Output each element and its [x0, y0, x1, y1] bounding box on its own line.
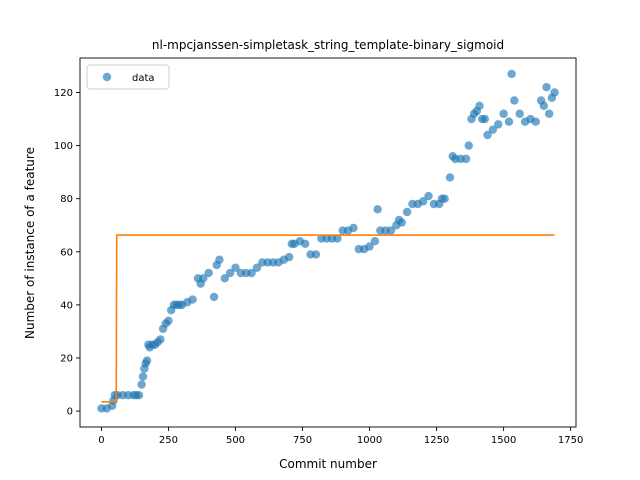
y-tick-label: 0 — [67, 407, 73, 418]
data-point — [499, 109, 508, 118]
y-tick-label: 40 — [60, 300, 73, 311]
y-tick-label: 120 — [54, 88, 73, 99]
data-point — [134, 390, 144, 400]
data-point — [333, 234, 342, 243]
x-tick-label: 500 — [226, 435, 245, 446]
data-point — [542, 83, 551, 92]
data-point — [510, 96, 519, 105]
data-point — [209, 292, 219, 302]
data-point — [483, 130, 492, 140]
x-axis-label: Commit number — [279, 457, 377, 471]
data-point — [220, 274, 229, 283]
x-tick-label: 1500 — [491, 435, 516, 446]
x-tick-label: 1000 — [357, 435, 382, 446]
data-point — [247, 268, 256, 278]
x-tick-label: 1250 — [424, 435, 449, 446]
data-point — [311, 250, 321, 259]
data-point — [365, 242, 374, 251]
y-tick-label: 100 — [54, 141, 73, 152]
data-point — [252, 263, 262, 272]
data-point — [494, 120, 503, 129]
data-point — [550, 88, 559, 97]
data-point — [138, 372, 148, 381]
legend: data — [86, 64, 170, 90]
y-tick-label: 60 — [60, 247, 73, 258]
data-point — [137, 380, 146, 389]
data-point — [544, 109, 554, 118]
data-point — [301, 239, 310, 249]
data-point — [440, 194, 449, 203]
data-point — [164, 316, 173, 326]
data-point — [475, 101, 484, 110]
data-point — [507, 69, 516, 79]
legend-label: data — [132, 73, 155, 84]
x-tick-label: 250 — [159, 435, 178, 446]
data-point — [284, 252, 294, 262]
data-point — [461, 154, 471, 164]
legend-marker — [102, 72, 112, 82]
y-tick-label: 20 — [60, 353, 73, 364]
data-point — [215, 255, 224, 264]
data-point — [188, 295, 197, 304]
data-point — [142, 356, 152, 365]
data-point — [424, 191, 433, 201]
x-tick-label: 1750 — [558, 435, 583, 446]
data-point — [373, 205, 382, 214]
data-point — [156, 335, 165, 344]
fit-line — [101, 234, 555, 403]
legend-box — [86, 64, 170, 90]
data-point — [531, 117, 540, 126]
data-point — [397, 218, 406, 227]
data-point — [515, 109, 524, 118]
y-axis-label: Number of instance of a feature — [23, 147, 37, 339]
data-point — [539, 101, 549, 110]
data-point — [464, 141, 473, 150]
data-point — [402, 207, 412, 217]
plot-frame — [79, 57, 577, 428]
plot-area: 0 250 500 750 1000 1250 1500 1750 0 20 40 60 80 100 12… — [54, 57, 583, 446]
data-point — [199, 274, 208, 283]
data-point — [418, 197, 428, 206]
data-point — [445, 173, 455, 182]
data-point — [488, 125, 498, 134]
data-point — [480, 114, 490, 124]
x-tick-label: 750 — [293, 435, 312, 446]
x-tick-label: 0 — [98, 435, 104, 446]
data-point — [231, 263, 240, 272]
data-point — [386, 226, 396, 235]
chart-title: nl-mpcjanssen-simpletask_string_template… — [152, 38, 504, 52]
data-point — [504, 117, 514, 126]
data-point — [370, 236, 380, 246]
data-point — [225, 268, 235, 278]
data-point — [204, 268, 213, 278]
data-point — [349, 223, 358, 233]
y-tick-label: 80 — [60, 194, 73, 205]
